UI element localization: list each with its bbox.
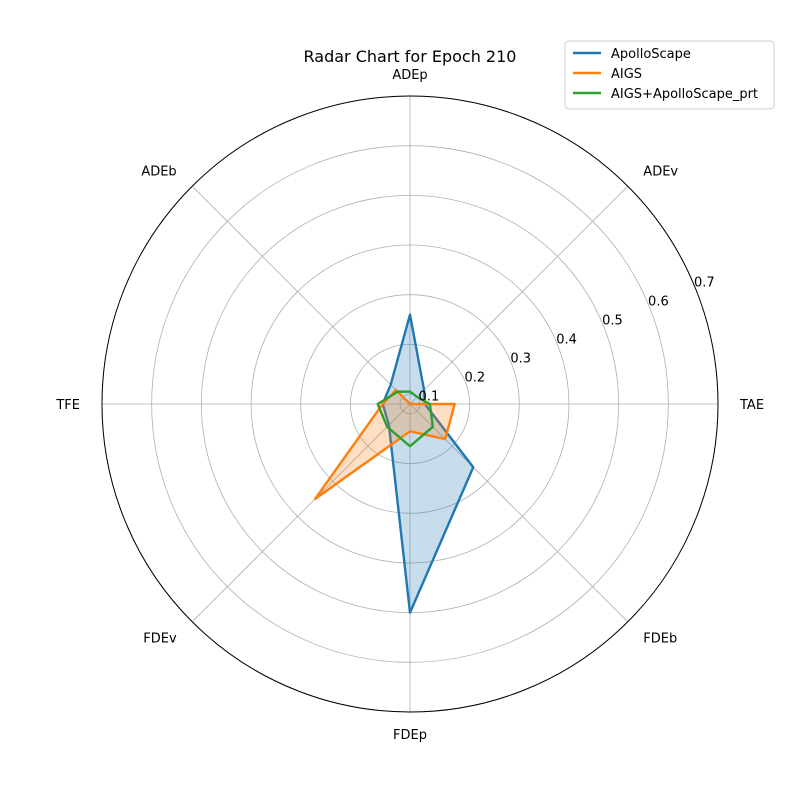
polar-frame — [101, 95, 719, 713]
legend: ApolloScape AIGS AIGS+ApolloScape_prt — [564, 40, 775, 110]
r-tick-0.1: 0.1 — [419, 390, 440, 405]
axis-label-FDEp: FDEp — [393, 728, 427, 743]
grid-spoke-ADEv — [409, 185, 629, 405]
r-tick-0.5: 0.5 — [602, 314, 623, 329]
series-line-apolloscape — [381, 313, 475, 614]
label-layer: ADEp ADEv TAE FDEb FDEp FDEv TFE ADEb 0.1 0.2 0.3 0… — [55, 68, 764, 743]
series-fill-apolloscape — [382, 314, 474, 613]
r-tick-0.7: 0.7 — [694, 276, 715, 291]
axis-label-ADEp: ADEp — [392, 68, 427, 83]
grid-spoke-ADEb — [191, 185, 411, 405]
axis-label-TAE: TAE — [739, 398, 764, 413]
r-tick-0.2: 0.2 — [464, 371, 485, 386]
axis-label-ADEb: ADEb — [141, 165, 176, 180]
series-layer — [313, 313, 475, 614]
r-tick-0.6: 0.6 — [648, 295, 669, 310]
r-tick-0.4: 0.4 — [556, 333, 577, 348]
legend-label-aigs-apolloscape-prt: AIGS+ApolloScape_prt — [611, 87, 758, 102]
series-line-aigs — [313, 388, 456, 501]
axis-label-FDEb: FDEb — [643, 631, 677, 646]
axis-label-TFE: TFE — [55, 398, 80, 413]
axis-label-ADEv: ADEv — [643, 165, 678, 180]
grid-spoke-FDEv — [191, 403, 411, 623]
series-fill-aigs — [315, 389, 455, 499]
legend-label-aigs: AIGS — [611, 67, 642, 82]
legend-label-apolloscape: ApolloScape — [611, 47, 691, 62]
grid — [101, 95, 719, 713]
series-line-aigs-apolloscape-prt — [376, 390, 435, 448]
legend-box — [564, 40, 775, 110]
grid-spoke-FDEb — [409, 403, 629, 623]
chart-title: Radar Chart for Epoch 210 — [304, 47, 517, 66]
axis-label-FDEv: FDEv — [143, 631, 177, 646]
r-tick-0.3: 0.3 — [510, 352, 531, 367]
